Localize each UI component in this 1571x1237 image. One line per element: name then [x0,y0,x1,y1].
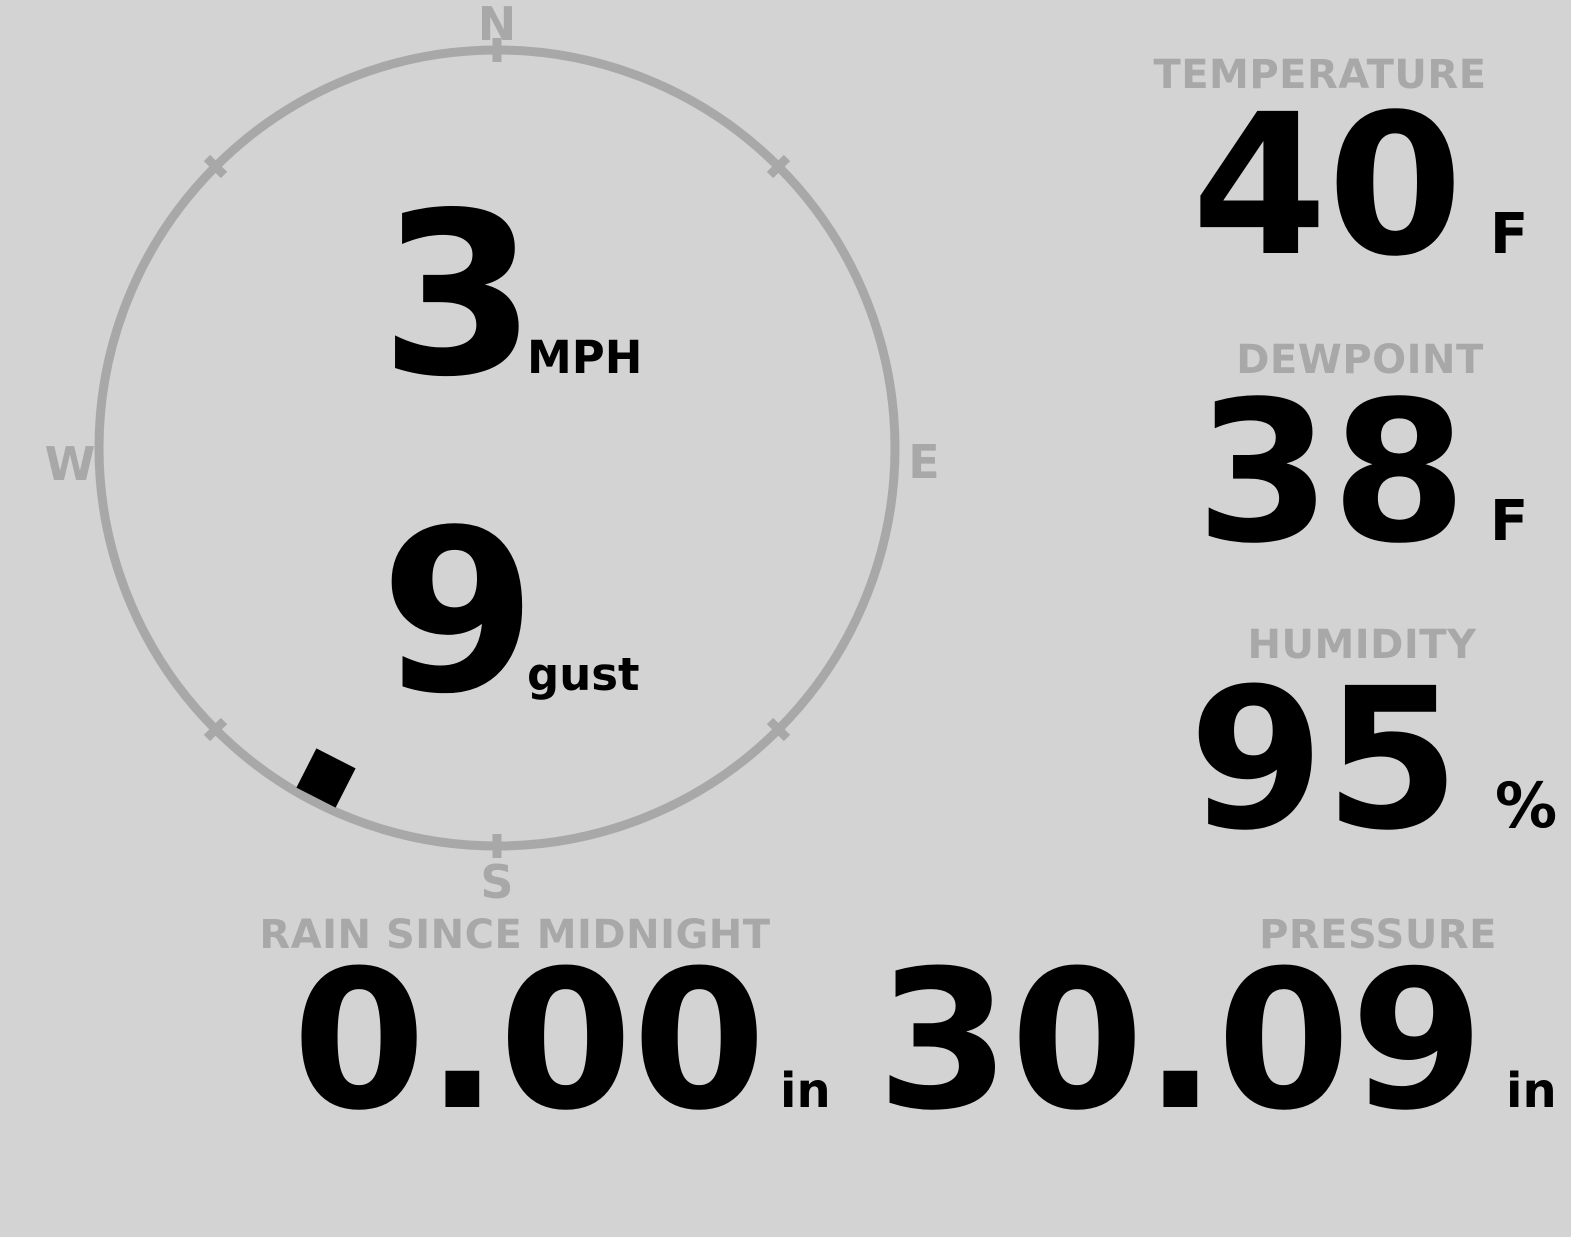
dewpoint-unit: F [1490,489,1528,554]
wind-gust-value: 9 [380,482,537,744]
dewpoint-label: DEWPOINT [1236,337,1484,383]
compass-tick-northeast [766,154,791,179]
dewpoint-value: 38 [1196,359,1467,586]
compass-label-south: S [480,855,513,909]
compass-label-north: N [478,0,517,51]
compass-tick-southwest [203,717,228,742]
rain-section: RAIN SINCE MIDNIGHT 0.00 in [259,912,830,1153]
compass-tick-northwest [203,154,228,179]
rain-value: 0.00 [292,930,766,1153]
compass-label-east: E [908,435,939,489]
temperature-unit: F [1490,202,1528,267]
compass-tick-southeast [766,717,791,742]
rain-label: RAIN SINCE MIDNIGHT [259,912,770,958]
pressure-section: PRESSURE 30.09 in [877,912,1557,1153]
wind-speed-value: 3 [380,165,537,427]
wind-gust-unit: gust [527,648,640,701]
pressure-value: 30.09 [877,930,1484,1153]
rain-unit: in [780,1063,831,1119]
humidity-section: HUMIDITY 95 % [1189,622,1558,873]
pressure-label: PRESSURE [1259,912,1497,958]
humidity-label: HUMIDITY [1248,622,1478,668]
humidity-value: 95 [1189,646,1460,873]
temperature-label: TEMPERATURE [1153,52,1486,98]
compass-label-west: W [45,437,96,491]
temperature-value: 40 [1192,72,1463,299]
temperature-section: TEMPERATURE 40 F [1153,52,1528,299]
humidity-unit: % [1495,769,1557,842]
wind-speed-unit: MPH [527,331,642,384]
wind-direction-marker-icon [296,748,356,808]
pressure-unit: in [1506,1063,1557,1119]
wind-compass: N E S W 3 MPH 9 gust [45,0,940,909]
dewpoint-section: DEWPOINT 38 F [1196,337,1529,586]
